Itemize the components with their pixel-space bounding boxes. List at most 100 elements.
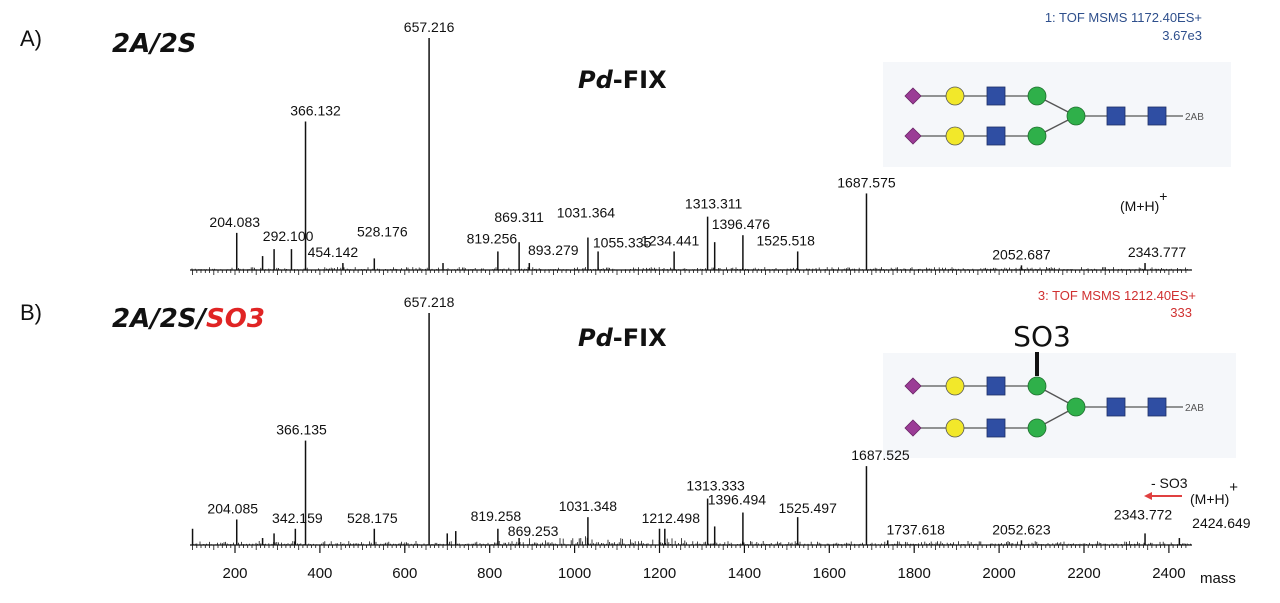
peak-label: 204.083: [209, 214, 260, 230]
panel-a: A) 2A/2S Pd-FIX 1: TOF MSMS 1172.40ES+ 3…: [20, 10, 1231, 275]
reducing-end-label: 2AB: [1185, 112, 1204, 123]
peak-label: 2343.772: [1114, 506, 1173, 522]
tick-label: 400: [307, 565, 332, 582]
axis-minor-ticks: [192, 270, 1187, 275]
loss-annotation: - SO3: [1151, 475, 1188, 491]
core-glcnac-square-icon: [1106, 106, 1126, 126]
panel-b: B) 2A/2S/SO3 Pd-FIX 3: TOF MSMS 1212.40E…: [20, 288, 1251, 587]
panel-b-title: 2A/2S/SO3: [112, 304, 265, 334]
tick-label: 1800: [898, 565, 931, 582]
glcnac-square-icon: [986, 126, 1006, 146]
x-axis-label: mass: [1200, 570, 1236, 587]
panel-a-title: 2A/2S: [112, 29, 197, 59]
peak-label: 2052.623: [992, 521, 1051, 537]
peak-label: 1525.497: [778, 500, 837, 516]
mannose-circle-icon: [1027, 86, 1047, 106]
peak-label: 2343.777: [1128, 244, 1187, 260]
panel-b-instrument-line1: 3: TOF MSMS 1212.40ES+: [1038, 288, 1196, 303]
peak-label: 528.175: [347, 510, 398, 526]
core-glcnac-square-icon: [1147, 106, 1167, 126]
panel-b-subtitle: Pd-FIX: [578, 324, 667, 352]
sulfate-label: SO3: [1013, 320, 1071, 353]
mannose-circle-icon: [1027, 376, 1047, 396]
peak-label: 819.258: [471, 508, 522, 524]
glcnac-square-icon: [986, 418, 1006, 438]
peak-label: 2424.649: [1192, 515, 1251, 531]
peak-label: 869.253: [508, 523, 559, 539]
tick-label: 1600: [813, 565, 846, 582]
galactose-circle-icon: [945, 376, 965, 396]
tick-label: 2000: [982, 565, 1015, 582]
core-glcnac-square-icon: [1147, 397, 1167, 417]
peak-label: 1031.364: [557, 205, 616, 221]
tick-label: 1000: [558, 565, 591, 582]
peak-label: 657.216: [404, 19, 455, 35]
core-glcnac-square-icon: [1106, 397, 1126, 417]
panel-a-glycan-structure: 2AB: [883, 62, 1231, 167]
peak-label: 1313.333: [686, 478, 745, 494]
tick-label: 200: [222, 565, 247, 582]
core-mannose-circle-icon: [1066, 397, 1086, 417]
mannose-circle-icon: [1027, 126, 1047, 146]
peak-label: 1313.311: [685, 196, 743, 212]
reducing-end-label: 2AB: [1185, 403, 1204, 414]
panel-a-precursor-label: (M+H)+: [1120, 188, 1167, 214]
peak-label: 1212.498: [642, 510, 701, 526]
tick-label: 2400: [1152, 565, 1185, 582]
galactose-circle-icon: [945, 126, 965, 146]
glcnac-square-icon: [986, 86, 1006, 106]
glcnac-square-icon: [986, 376, 1006, 396]
peak-label: 366.132: [290, 103, 341, 119]
panel-a-instrument-line1: 1: TOF MSMS 1172.40ES+: [1045, 10, 1202, 25]
peak-label: 1396.476: [712, 216, 771, 232]
glycan-background: [883, 62, 1231, 167]
galactose-circle-icon: [945, 418, 965, 438]
glycan-background: [883, 353, 1236, 458]
panel-b-peaks: 204.085 342.159 366.135 528.175 657.218 819.2…: [190, 294, 1251, 550]
sialic-acid-diamond-icon: [904, 419, 922, 437]
peak-label: 292.100: [263, 228, 314, 244]
peak-label: 819.256: [467, 230, 518, 246]
tick-label: 800: [477, 565, 502, 582]
peak-label: 1525.518: [756, 232, 815, 248]
sialic-acid-diamond-icon: [904, 127, 922, 145]
tick-label: 2200: [1067, 565, 1100, 582]
peak-label: 1055.335: [593, 234, 652, 250]
peak-label: 1687.575: [837, 174, 896, 190]
peak-label: 342.159: [272, 510, 323, 526]
baseline-noise: [193, 536, 1191, 545]
peak-label: 454.142: [308, 244, 359, 260]
galactose-circle-icon: [945, 86, 965, 106]
peak-label: 1234.441: [641, 232, 700, 248]
peak-label: 204.085: [207, 500, 258, 516]
axis-minor-ticks: [192, 545, 1187, 550]
peak-label: 869.311: [494, 209, 544, 225]
mannose-circle-icon: [1027, 418, 1047, 438]
peak-label: 1737.618: [887, 521, 946, 537]
core-mannose-circle-icon: [1066, 106, 1086, 126]
x-axis: 200 400 600 800 1000 1200 1400 1600 1800 2000 2200…: [222, 545, 1186, 582]
peak-label: 366.135: [276, 422, 327, 438]
panel-a-subtitle: Pd-FIX: [578, 66, 667, 94]
panel-b-instrument-line2: 333: [1170, 305, 1192, 320]
sialic-acid-diamond-icon: [904, 87, 922, 105]
panel-a-instrument-line2: 3.67e3: [1162, 28, 1202, 43]
panel-b-precursor-label: (M+H)+: [1190, 479, 1238, 507]
panel-b-label: B): [20, 300, 42, 325]
tick-label: 1400: [728, 565, 761, 582]
peak-label: 893.279: [528, 242, 579, 258]
peak-label: 657.218: [404, 294, 455, 310]
peak-label: 2052.687: [992, 246, 1051, 262]
tick-label: 600: [392, 565, 417, 582]
peak-label: 528.176: [357, 223, 408, 239]
panel-b-glycan-structure: 2AB SO3: [883, 320, 1236, 458]
loss-arrow-icon: [1144, 492, 1182, 500]
baseline-noise: [191, 267, 1191, 270]
panel-a-label: A): [20, 26, 42, 51]
peak-label: 1031.348: [559, 498, 618, 514]
sialic-acid-diamond-icon: [904, 377, 922, 395]
tick-label: 1200: [643, 565, 676, 582]
peak-label: 1687.525: [851, 447, 910, 463]
